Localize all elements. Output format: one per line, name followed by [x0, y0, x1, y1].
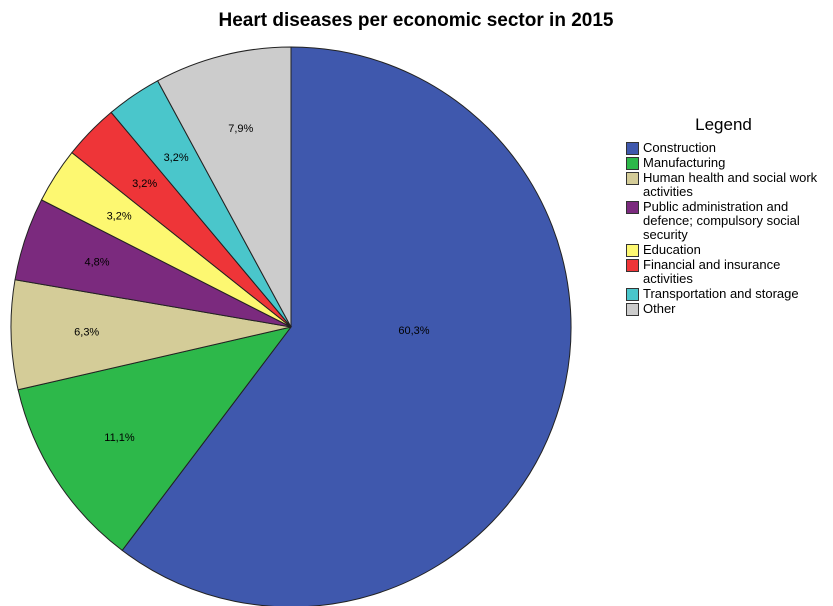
pie-slice	[156, 46, 292, 328]
chart-title: Heart diseases per economic sector in 20…	[219, 10, 614, 31]
legend-item: Manufacturing	[626, 156, 831, 170]
slice-label: 3,2%	[107, 210, 132, 222]
legend-label: Other	[643, 301, 676, 316]
slice-label: 6,3%	[74, 327, 99, 339]
legend-title: Legend	[695, 115, 752, 134]
legend-swatch	[626, 157, 639, 170]
legend-label: Education	[643, 242, 701, 257]
legend-item: Financial and insurance activities	[626, 258, 831, 286]
slice-label: 7,9%	[228, 123, 253, 135]
legend-label: Human health and social work activities	[643, 170, 818, 199]
legend-item: Construction	[626, 141, 831, 155]
slice-label: 60,3%	[398, 325, 429, 337]
legend-item: Transportation and storage	[626, 287, 831, 301]
legend-swatch	[626, 201, 639, 214]
legend-label: Construction	[643, 140, 716, 155]
legend-item: Other	[626, 302, 831, 316]
slice-label: 3,2%	[164, 152, 189, 164]
legend-item: Human health and social work activities	[626, 171, 831, 199]
legend-swatch	[626, 288, 639, 301]
slice-label: 11,1%	[104, 432, 135, 444]
legend-item: Education	[626, 243, 831, 257]
legend-swatch	[626, 244, 639, 257]
legend-swatch	[626, 303, 639, 316]
legend-swatch	[626, 172, 639, 185]
legend-label: Transportation and storage	[643, 286, 799, 301]
slice-label: 4,8%	[84, 257, 109, 269]
pie-slice	[17, 326, 293, 552]
legend-label: Financial and insurance activities	[643, 257, 781, 286]
legend-label: Public administration and defence; compu…	[643, 199, 800, 242]
legend-swatch	[626, 142, 639, 155]
legend-item: Public administration and defence; compu…	[626, 200, 831, 242]
legend-swatch	[626, 259, 639, 272]
legend: Legend Construction Manufacturing Human he…	[626, 115, 831, 317]
legend-label: Manufacturing	[643, 155, 726, 170]
slice-label: 3,2%	[132, 178, 157, 190]
